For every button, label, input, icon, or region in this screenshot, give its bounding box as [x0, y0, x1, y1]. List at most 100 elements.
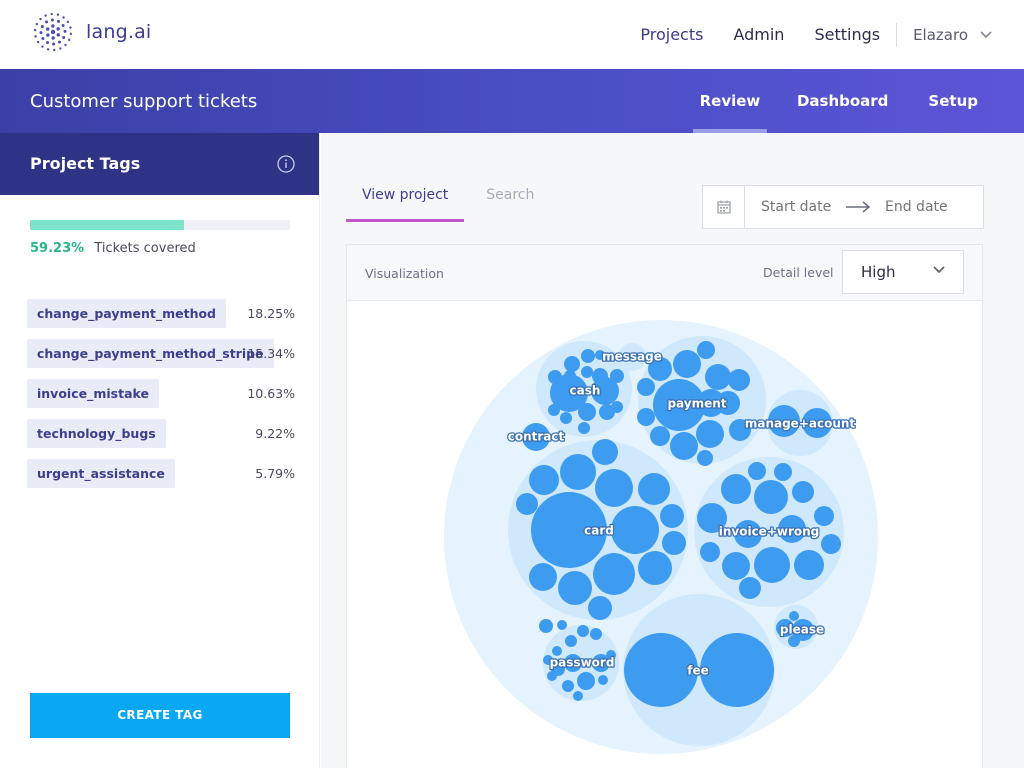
cluster-label-password[interactable]: password: [548, 654, 615, 671]
tag-chip[interactable]: change_payment_method: [27, 299, 227, 328]
bubble[interactable]: [560, 412, 572, 424]
bubble[interactable]: [591, 377, 619, 405]
bubble[interactable]: [529, 465, 559, 495]
bubble[interactable]: [606, 650, 616, 660]
bubble[interactable]: [529, 563, 557, 591]
bubble[interactable]: [768, 405, 800, 437]
tab-dashboard[interactable]: Dashboard: [796, 92, 889, 110]
bubble[interactable]: [754, 480, 788, 514]
bubble[interactable]: [610, 369, 624, 383]
bubble[interactable]: [729, 419, 751, 441]
bubble[interactable]: [637, 378, 655, 396]
bubble[interactable]: [552, 646, 562, 656]
bubble[interactable]: [578, 403, 596, 421]
bubble[interactable]: [581, 349, 595, 363]
bubble[interactable]: [548, 370, 562, 384]
bubble[interactable]: [592, 654, 610, 672]
start-date-input[interactable]: [761, 199, 845, 215]
bubble[interactable]: [543, 655, 553, 665]
bubble[interactable]: [577, 625, 589, 637]
bubble[interactable]: [774, 463, 792, 481]
bubble[interactable]: [697, 341, 715, 359]
cluster-label-payment[interactable]: payment: [666, 395, 728, 412]
bubble[interactable]: [788, 635, 800, 647]
bubble[interactable]: [565, 635, 577, 647]
bubble[interactable]: [670, 432, 698, 460]
bubble[interactable]: [595, 469, 633, 507]
bubble[interactable]: [557, 620, 567, 630]
bubble[interactable]: [705, 364, 731, 390]
bubble[interactable]: [660, 504, 684, 528]
bubble[interactable]: [789, 611, 799, 621]
bubble[interactable]: [814, 506, 834, 526]
bubble[interactable]: [754, 547, 790, 583]
bubble[interactable]: [531, 492, 607, 568]
bubble[interactable]: [588, 596, 612, 620]
bubble[interactable]: [638, 473, 670, 505]
bubble[interactable]: [650, 426, 670, 446]
end-date-input[interactable]: [885, 199, 969, 215]
calendar-button[interactable]: [703, 186, 745, 228]
bubble[interactable]: [593, 553, 635, 595]
tag-chip[interactable]: technology_bugs: [27, 419, 166, 448]
bubble[interactable]: [548, 404, 560, 416]
tag-chip[interactable]: urgent_assistance: [27, 459, 175, 488]
bubble[interactable]: [599, 404, 615, 420]
bubble[interactable]: [581, 366, 593, 378]
cluster-label-card[interactable]: card: [583, 522, 615, 539]
bubble[interactable]: [547, 671, 557, 681]
tag-chip[interactable]: change_payment_method_stripe: [27, 339, 274, 368]
bubble[interactable]: [539, 619, 553, 633]
bubble[interactable]: [516, 493, 538, 515]
bubble[interactable]: [662, 531, 686, 555]
bubble[interactable]: [595, 350, 605, 360]
bubble[interactable]: [550, 374, 588, 412]
bubble[interactable]: [578, 422, 590, 434]
tab-search[interactable]: Search: [486, 187, 535, 203]
bubble[interactable]: [637, 408, 655, 426]
bubble[interactable]: [653, 379, 705, 431]
cluster-label-contract[interactable]: contract: [506, 428, 565, 445]
tag-chip[interactable]: invoice_mistake: [27, 379, 159, 408]
bubble[interactable]: [590, 628, 602, 640]
cluster-label-cash[interactable]: cash: [568, 382, 601, 399]
bubble[interactable]: [592, 368, 608, 384]
tab-review[interactable]: Review: [692, 69, 767, 133]
bubble[interactable]: [778, 515, 806, 543]
bubble[interactable]: [721, 474, 751, 504]
bubble[interactable]: [821, 534, 841, 554]
bubble[interactable]: [611, 401, 623, 413]
user-menu[interactable]: Elazaro: [913, 26, 992, 44]
bubble[interactable]: [794, 550, 824, 580]
cluster-label-fee[interactable]: fee: [686, 662, 710, 679]
bubble[interactable]: [648, 357, 672, 381]
bubble[interactable]: [697, 450, 713, 466]
bubble[interactable]: [697, 503, 727, 533]
cluster-label-invoice-wrong[interactable]: invoice+wrong: [717, 523, 820, 540]
cluster-fee[interactable]: [623, 594, 775, 746]
nav-admin[interactable]: Admin: [733, 25, 785, 44]
cluster-contract[interactable]: [522, 423, 550, 451]
bubble[interactable]: [716, 391, 740, 415]
cluster-label-message[interactable]: message: [601, 348, 663, 365]
bubble[interactable]: [558, 571, 592, 605]
bubble[interactable]: [734, 520, 762, 548]
bubble[interactable]: [700, 542, 720, 562]
bubble[interactable]: [598, 675, 608, 685]
bubble[interactable]: [577, 672, 595, 690]
bubble[interactable]: [562, 680, 574, 692]
bubble[interactable]: [697, 389, 725, 417]
cluster-label-please[interactable]: please: [779, 621, 826, 638]
bubble[interactable]: [776, 619, 794, 637]
bubble[interactable]: [696, 420, 724, 448]
bubble[interactable]: [700, 633, 774, 707]
bubble[interactable]: [792, 481, 814, 503]
bubble[interactable]: [748, 462, 766, 480]
create-tag-button[interactable]: CREATE TAG: [30, 693, 290, 738]
tab-view-project[interactable]: View project: [346, 183, 465, 222]
bubble[interactable]: [564, 654, 582, 672]
bubble[interactable]: [802, 408, 832, 438]
bubble[interactable]: [611, 506, 659, 554]
nav-settings[interactable]: Settings: [814, 25, 881, 44]
